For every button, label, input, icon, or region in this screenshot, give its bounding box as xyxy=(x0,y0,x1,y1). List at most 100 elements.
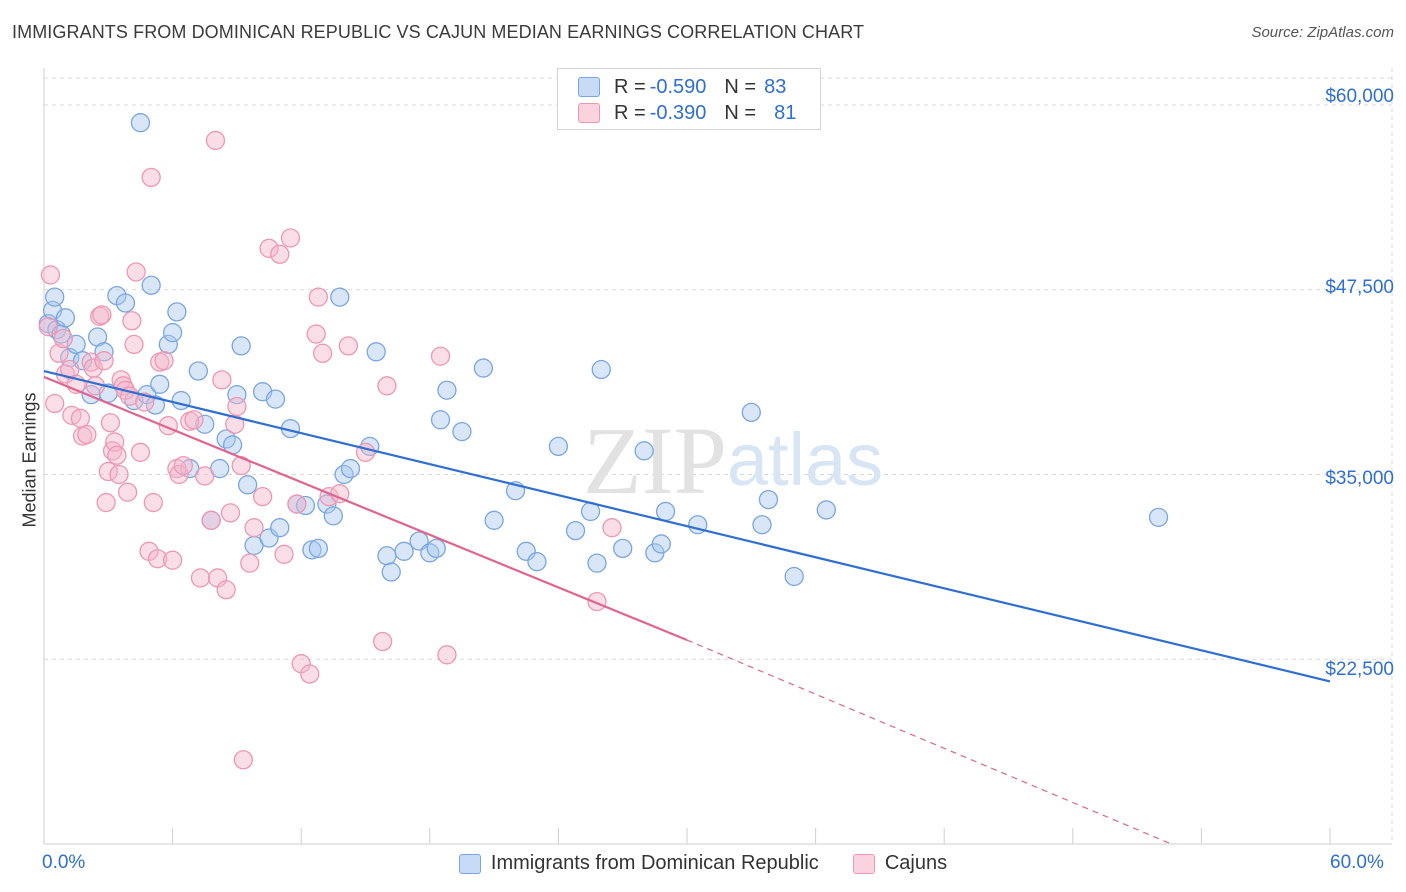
point-cajun xyxy=(252,486,273,507)
point-cajun xyxy=(154,351,174,371)
point-cajun xyxy=(274,544,294,564)
watermark-atlas: atlas xyxy=(727,418,883,501)
trend-line-dominican xyxy=(43,369,1331,683)
point-cajun xyxy=(70,408,91,428)
point-dominican xyxy=(613,538,633,559)
point-cajun xyxy=(602,518,622,538)
point-cajun xyxy=(338,336,359,356)
legend-label: Immigrants from Dominican Republic xyxy=(490,852,819,874)
point-cajun xyxy=(162,550,183,570)
point-dominican xyxy=(167,302,187,322)
gridlines xyxy=(44,68,1393,844)
point-cajun xyxy=(220,503,241,523)
point-cajun xyxy=(135,392,155,412)
point-dominican xyxy=(330,287,350,307)
y-tick-label: $22,500 xyxy=(1325,659,1394,680)
point-cajun xyxy=(124,334,144,355)
point-dominican xyxy=(394,541,414,561)
y-tick-label: $47,500 xyxy=(1325,277,1394,298)
point-cajun xyxy=(77,424,97,445)
point-cajun xyxy=(184,410,204,430)
point-cajun xyxy=(287,494,307,514)
point-dominican xyxy=(340,458,361,479)
y-tick-label: $35,000 xyxy=(1325,468,1394,489)
point-dominican xyxy=(115,293,136,313)
point-cajun xyxy=(308,287,328,307)
point-cajun xyxy=(377,376,397,396)
chart-title: IMMIGRANTS FROM DOMINICAN REPUBLIC VS CA… xyxy=(12,22,865,42)
point-cajun xyxy=(53,328,73,349)
point-dominican xyxy=(655,501,676,522)
point-dominican xyxy=(565,520,586,541)
point-cajun xyxy=(96,492,116,513)
point-dominican xyxy=(741,402,761,423)
point-cajun xyxy=(227,396,247,417)
point-dominican xyxy=(473,358,494,378)
point-dominican xyxy=(634,441,654,461)
legend-r-value: -0.590 xyxy=(649,75,707,98)
point-cajun xyxy=(312,343,333,363)
point-dominican xyxy=(171,390,191,411)
point-cajun xyxy=(205,130,226,151)
point-cajun xyxy=(126,262,146,282)
legend-item-cajun: Cajuns xyxy=(852,852,947,875)
point-dominican xyxy=(141,275,161,295)
legend-n-label: N = xyxy=(724,75,757,98)
point-dominican xyxy=(591,359,611,380)
point-dominican xyxy=(377,546,397,566)
legend-swatch-pink xyxy=(578,103,600,123)
legend-n-value: 81 xyxy=(774,101,797,124)
data-points xyxy=(38,113,1169,770)
legend-swatch-pink xyxy=(852,853,875,874)
legend-row-dominican: R = -0.590 N = 83 xyxy=(578,75,786,99)
point-dominican xyxy=(270,518,290,538)
legend-r-label: R = xyxy=(614,101,646,124)
point-cajun xyxy=(244,518,264,538)
point-cajun xyxy=(240,553,260,573)
x-tick-label-max: 60.0% xyxy=(1330,852,1384,873)
series-legend: Immigrants from Dominican Republic Cajun… xyxy=(0,852,1406,875)
point-dominican xyxy=(381,562,401,582)
point-cajun xyxy=(437,645,457,665)
trend-lines xyxy=(43,369,1331,845)
point-dominican xyxy=(237,475,258,495)
point-cajun xyxy=(100,413,121,433)
point-cajun xyxy=(372,631,393,652)
point-cajun xyxy=(45,393,65,414)
point-dominican xyxy=(162,322,183,343)
point-dominican xyxy=(452,421,472,442)
point-dominican xyxy=(195,414,215,434)
point-cajun xyxy=(270,244,290,264)
source-credit: Source: ZipAtlas.com xyxy=(1251,24,1394,41)
legend-swatch-blue xyxy=(578,77,600,97)
point-dominican xyxy=(752,515,772,535)
point-cajun xyxy=(216,580,236,600)
point-cajun xyxy=(94,351,114,371)
point-dominican xyxy=(302,540,322,560)
point-dominican xyxy=(1148,507,1169,527)
point-cajun xyxy=(306,324,326,344)
point-dominican xyxy=(548,436,569,457)
trend-line-cajun xyxy=(43,375,688,642)
point-cajun xyxy=(300,664,320,684)
point-dominican xyxy=(145,395,166,415)
point-cajun xyxy=(40,265,61,285)
point-cajun xyxy=(280,228,301,248)
point-dominican xyxy=(317,494,337,514)
point-dominican xyxy=(587,553,607,573)
point-dominican xyxy=(130,113,151,133)
legend-r-label: R = xyxy=(614,75,646,98)
point-dominican xyxy=(758,489,779,510)
point-cajun xyxy=(107,445,127,465)
point-cajun xyxy=(92,305,112,325)
point-dominican xyxy=(484,510,504,530)
point-cajun xyxy=(130,442,151,462)
y-tick-label: $60,000 xyxy=(1325,86,1394,107)
point-dominican xyxy=(323,506,344,526)
point-cajun xyxy=(169,464,189,485)
point-dominican xyxy=(437,380,457,400)
point-cajun xyxy=(143,492,163,513)
legend-r-value: -0.390 xyxy=(649,101,707,124)
point-cajun xyxy=(141,167,161,188)
